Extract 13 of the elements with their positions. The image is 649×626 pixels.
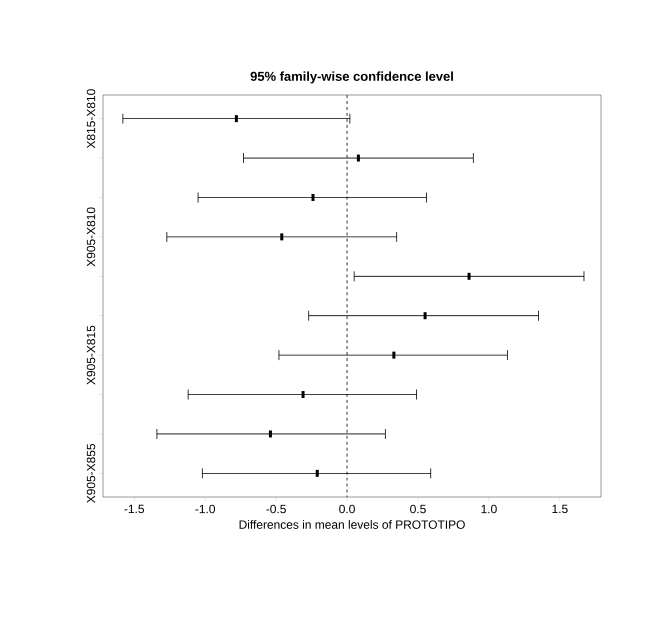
y-tick-label: X905-X815 [86, 326, 96, 385]
y-tick-label: X905-X855 [86, 444, 96, 503]
chart-title: 95% family-wise confidence level [250, 71, 453, 84]
x-tick-label: 0.5 [410, 504, 426, 514]
x-axis-title: Differences in mean levels of PROTOTIPO [240, 520, 465, 529]
x-tick-label: -1.5 [124, 504, 144, 514]
y-tick-label: X905-X810 [86, 207, 96, 267]
x-tick-label: -0.5 [266, 504, 286, 514]
x-tick-label: 1.5 [552, 504, 568, 514]
x-tick-label: 0.0 [339, 504, 355, 514]
x-tick-label: 1.0 [482, 504, 497, 514]
y-tick-label: X815-X810 [86, 89, 96, 148]
x-tick-label: -1.0 [195, 504, 215, 514]
